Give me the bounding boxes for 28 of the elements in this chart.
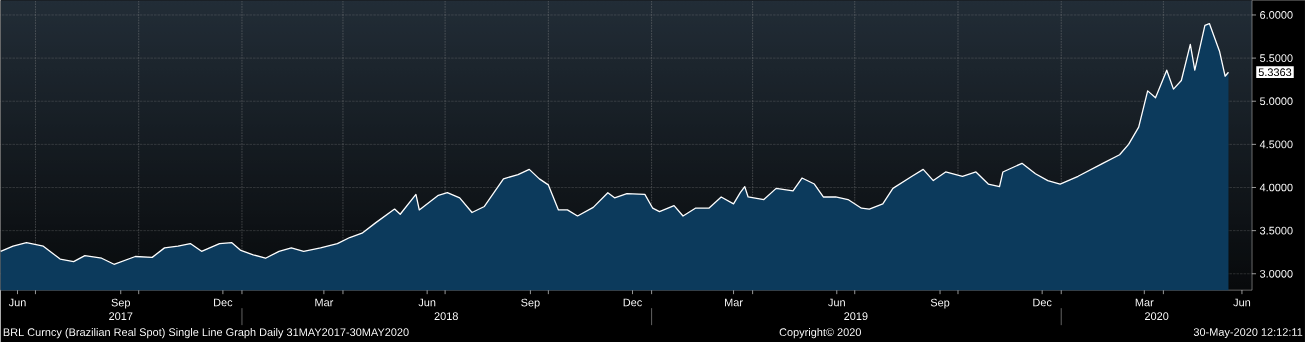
annotation: 5.3363 [1258, 68, 1292, 77]
x-tick-label: Sep [111, 298, 131, 309]
x-tick-label: Jun [418, 298, 436, 307]
text: 30-May-2020 12:12:11 [1193, 328, 1303, 339]
y-tick-label: 4.0000 [1259, 183, 1293, 192]
x-tick-label: Mar [315, 298, 334, 307]
text: Copyright© 2020 [779, 327, 861, 339]
y-tick-label: 6.0000 [1260, 11, 1293, 19]
x-tick-label: Mar [1135, 298, 1154, 307]
x-tick-label: Dec [214, 298, 233, 307]
x-tick-label: Dec [623, 298, 642, 307]
text: 2020 [1145, 312, 1169, 320]
y-tick-label: 5.0000 [1259, 97, 1293, 106]
x-tick-label: Sep [930, 298, 950, 309]
x-tick-label: Mar [725, 298, 743, 307]
x-tick-label: Jun [828, 298, 845, 307]
y-tick-label: 5.5000 [1259, 54, 1293, 62]
y-tick-label: 4.5000 [1259, 140, 1293, 149]
text: 2017 [109, 312, 133, 320]
text: 2018 [434, 312, 458, 320]
x-tick-label: Jun [8, 298, 26, 307]
y-tick-label: 3.0000 [1259, 269, 1293, 278]
x-tick-label: Jun [1233, 298, 1251, 307]
text: BRL Curncy (Brazilian Real Spot) Single Line Graph Daily 31MAY2017-30MAY2020 [3, 327, 409, 339]
x-tick-label: Dec [1033, 298, 1052, 307]
x-tick-label: Sep [521, 298, 540, 309]
text: 2019 [844, 312, 868, 320]
y-tick-label: 3.5000 [1259, 226, 1293, 235]
